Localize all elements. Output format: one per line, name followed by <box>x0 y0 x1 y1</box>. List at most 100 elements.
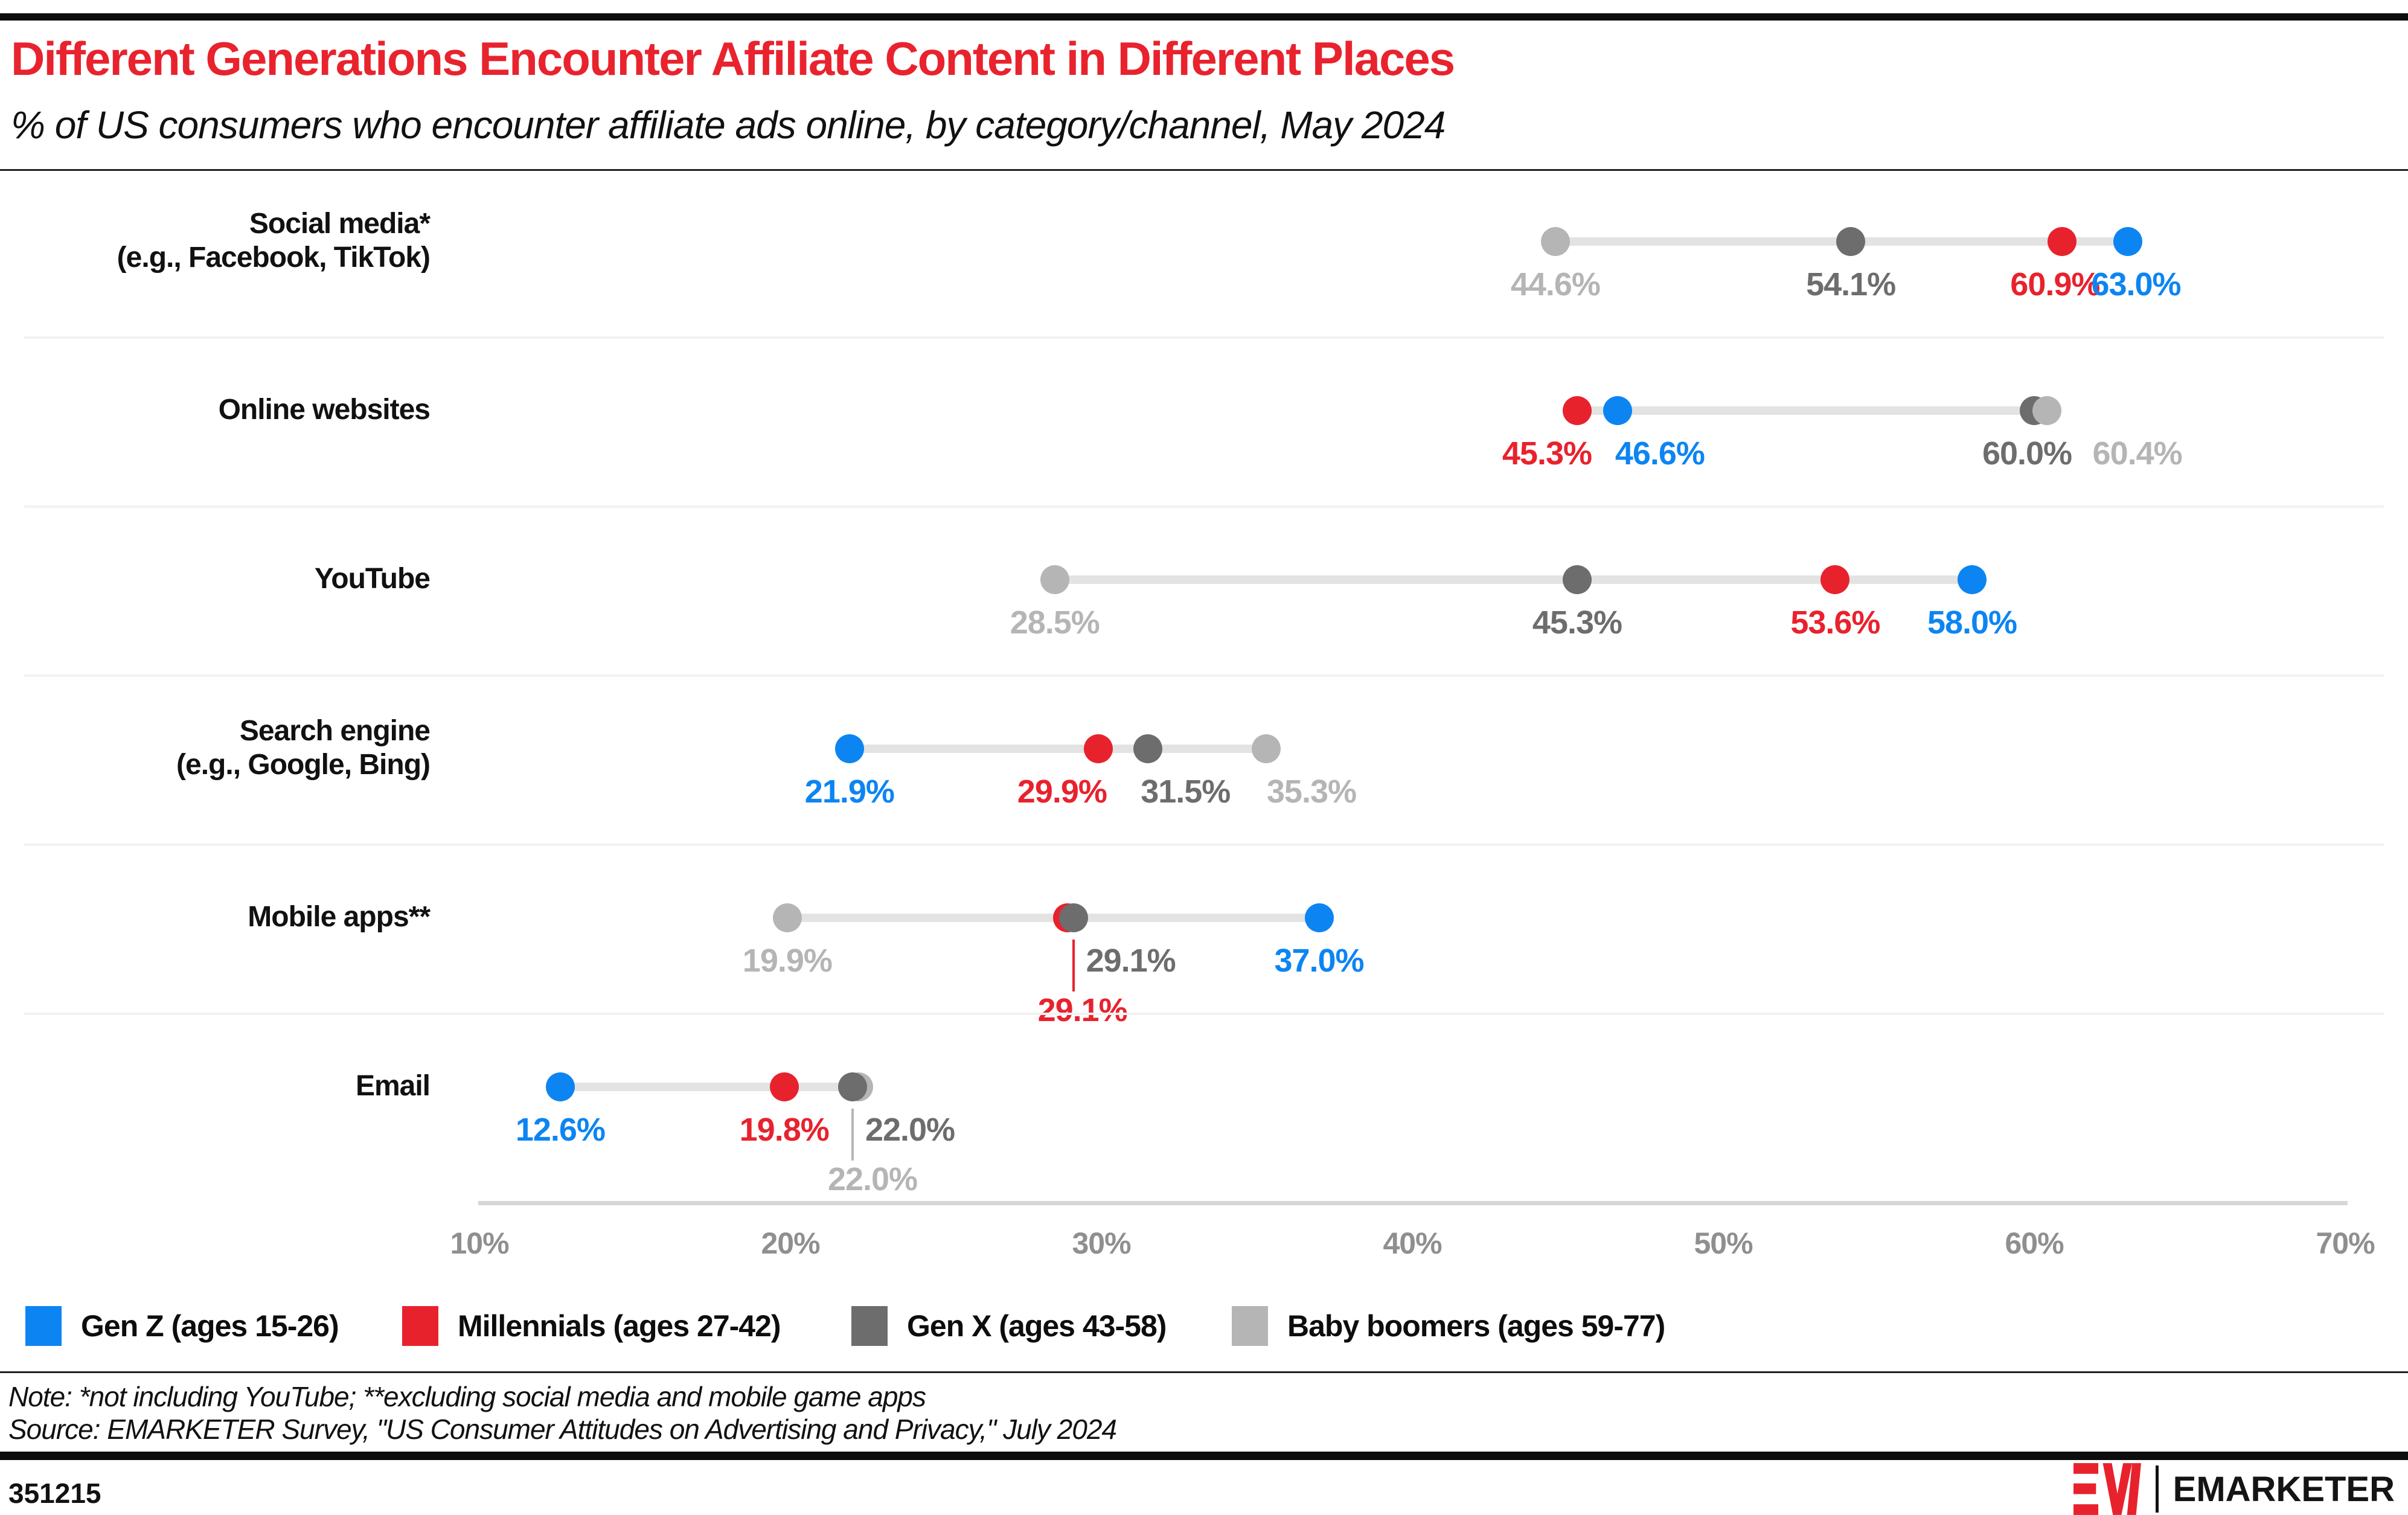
dot-genz-social-media <box>2113 227 2142 256</box>
dumbbell-track-email <box>560 1083 853 1091</box>
value-label-mill-search-engine: 29.9% <box>1017 774 1107 810</box>
value-label-genx-social-media: 54.1% <box>1806 266 1896 303</box>
callout-line-bb <box>851 1109 854 1161</box>
row-separator <box>24 1013 2384 1015</box>
chart-id: 351215 <box>8 1478 101 1509</box>
row-label-line: Online websites <box>218 394 431 426</box>
dumbbell-track-youtube <box>1054 575 1972 584</box>
value-label-bb-youtube: 28.5% <box>1010 604 1100 641</box>
value-label-bb-search-engine: 35.3% <box>1266 774 1357 810</box>
dot-mill-youtube <box>1820 565 1850 594</box>
x-axis-line <box>478 1201 2348 1205</box>
x-tick-20: 20% <box>761 1226 820 1260</box>
row-label-youtube: YouTube <box>12 562 431 596</box>
value-label-bb-email: 22.0% <box>827 1161 918 1197</box>
emarketer-wordmark: EMARKETER <box>2173 1469 2395 1509</box>
chart-title: Different Generations Encounter Affiliat… <box>11 32 1455 85</box>
row-label-line: Search engine <box>239 715 431 747</box>
value-label-mill-mobile-apps: 29.1% <box>1037 992 1128 1028</box>
dot-mill-online-websites <box>1562 396 1592 425</box>
chart-subtitle: % of US consumers who encounter affiliat… <box>11 103 1446 147</box>
x-tick-10: 10% <box>450 1226 509 1260</box>
dot-genx-search-engine <box>1133 734 1163 763</box>
dot-mill-social-media <box>2048 227 2077 256</box>
value-label-bb-online-websites: 60.4% <box>2092 435 2183 472</box>
value-label-bb-social-media: 44.6% <box>1510 266 1601 303</box>
dot-genx-youtube <box>1562 565 1592 594</box>
legend-label-genz: Gen Z (ages 15-26) <box>81 1309 339 1343</box>
value-label-genx-search-engine: 31.5% <box>1141 774 1231 810</box>
dumbbell-track-search-engine <box>849 745 1266 753</box>
value-label-mill-online-websites: 45.3% <box>1502 435 1592 472</box>
row-label-social-media: Social media* (e.g., Facebook, TikTok) <box>12 207 431 275</box>
row-separator <box>24 674 2384 677</box>
dot-genx-email <box>838 1072 867 1101</box>
dumbbell-track-online-websites <box>1577 406 2047 415</box>
value-label-genx-mobile-apps: 29.1% <box>1086 943 1176 979</box>
legend-swatch-genx <box>851 1306 888 1346</box>
row-label-mobile-apps: Mobile apps** <box>12 900 431 934</box>
value-label-bb-mobile-apps: 19.9% <box>742 943 833 979</box>
row-separator <box>24 336 2384 339</box>
value-label-mill-social-media: 60.9% <box>2010 266 2100 303</box>
x-tick-40: 40% <box>1383 1226 1442 1260</box>
callout-line-mill <box>1072 940 1075 991</box>
value-label-genz-online-websites: 46.6% <box>1615 435 1705 472</box>
legend-label-genx: Gen X (ages 43-58) <box>907 1309 1167 1343</box>
legend-label-bb: Baby boomers (ages 59-77) <box>1287 1309 1665 1343</box>
value-label-genx-online-websites: 60.0% <box>1982 435 2072 472</box>
value-label-genx-youtube: 45.3% <box>1532 604 1622 641</box>
dot-bb-social-media <box>1540 227 1570 256</box>
dot-genz-mobile-apps <box>1304 903 1334 932</box>
dot-genz-online-websites <box>1603 396 1632 425</box>
legend-divider-line <box>0 1371 2408 1373</box>
value-label-genx-email: 22.0% <box>865 1112 955 1148</box>
dot-genx-social-media <box>1836 227 1866 256</box>
logo-divider <box>2155 1465 2159 1513</box>
row-label-line: YouTube <box>314 563 431 595</box>
footer-black-bar <box>0 1452 2408 1460</box>
x-tick-70: 70% <box>2316 1226 2375 1260</box>
dot-bb-mobile-apps <box>772 903 802 932</box>
legend-label-mill: Millennials (ages 27-42) <box>458 1309 781 1343</box>
x-tick-60: 60% <box>2005 1226 2064 1260</box>
row-label-line: Email <box>355 1070 431 1102</box>
source-note: Source: EMARKETER Survey, "US Consumer A… <box>8 1414 1117 1445</box>
value-label-mill-youtube: 53.6% <box>1790 604 1880 641</box>
value-label-genz-youtube: 58.0% <box>1927 604 2017 641</box>
value-label-genz-email: 12.6% <box>515 1112 606 1148</box>
value-label-genz-search-engine: 21.9% <box>804 774 895 810</box>
x-tick-30: 30% <box>1072 1226 1131 1260</box>
emarketer-logo: EMARKETER <box>2073 1463 2395 1515</box>
row-label-line: (e.g., Facebook, TikTok) <box>117 242 431 274</box>
row-label-line: Social media* <box>249 208 431 240</box>
x-tick-50: 50% <box>1694 1226 1753 1260</box>
dot-mill-email <box>769 1072 799 1101</box>
row-label-line: (e.g., Google, Bing) <box>176 749 431 781</box>
dot-bb-online-websites <box>2032 396 2061 425</box>
value-label-mill-email: 19.8% <box>739 1112 830 1148</box>
row-label-line: Mobile apps** <box>248 901 431 933</box>
dot-genz-search-engine <box>834 734 864 763</box>
legend-swatch-bb <box>1232 1306 1268 1346</box>
dot-bb-search-engine <box>1251 734 1281 763</box>
value-label-genz-mobile-apps: 37.0% <box>1274 943 1364 979</box>
legend-swatch-mill <box>402 1306 438 1346</box>
row-label-online-websites: Online websites <box>12 393 431 427</box>
top-black-bar <box>0 13 2408 21</box>
dot-bb-youtube <box>1040 565 1069 594</box>
legend-swatch-genz <box>25 1306 62 1346</box>
dot-genz-email <box>545 1072 575 1101</box>
footnote: Note: *not including YouTube; **excludin… <box>8 1381 926 1412</box>
value-label-genz-social-media: 63.0% <box>2091 266 2181 303</box>
dot-genx-mobile-apps <box>1058 903 1088 932</box>
row-separator <box>24 844 2384 846</box>
dot-genz-youtube <box>1958 565 1987 594</box>
row-label-search-engine: Search engine (e.g., Google, Bing) <box>12 714 431 782</box>
row-label-email: Email <box>12 1069 431 1103</box>
emarketer-logo-mark <box>2073 1463 2141 1515</box>
dot-mill-search-engine <box>1083 734 1113 763</box>
header-divider-line <box>0 169 2408 171</box>
row-separator <box>24 505 2384 508</box>
